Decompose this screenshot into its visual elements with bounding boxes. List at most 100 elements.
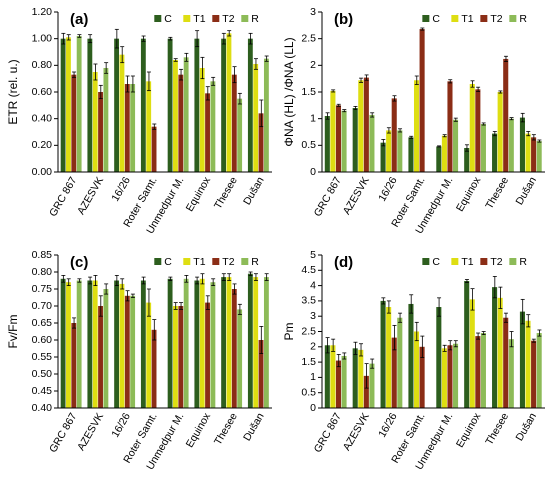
bar xyxy=(221,277,227,408)
bar xyxy=(140,280,146,408)
bar xyxy=(253,277,259,408)
panel-label: (c) xyxy=(70,254,88,271)
y-tick-label: 1.5 xyxy=(301,356,316,368)
bar xyxy=(114,280,120,408)
bar xyxy=(352,108,358,172)
y-tick-label: 0.75 xyxy=(32,283,53,295)
legend-label: R xyxy=(251,256,259,268)
bar xyxy=(66,37,71,173)
y-tick-label: 2 xyxy=(310,341,316,353)
y-tick-label: 0.5 xyxy=(301,139,316,151)
bar xyxy=(205,93,210,172)
bar xyxy=(60,278,66,408)
x-tick-label: GRC 867 xyxy=(47,411,79,455)
bar xyxy=(464,148,470,172)
legend-swatch xyxy=(154,258,162,265)
bar xyxy=(183,278,189,408)
bar xyxy=(386,130,392,172)
bar xyxy=(205,302,210,408)
bar xyxy=(363,375,369,408)
bar xyxy=(98,306,103,408)
y-tick-label: 0.40 xyxy=(32,402,53,414)
x-tick-label: Equinox xyxy=(184,174,214,214)
bar xyxy=(210,81,216,172)
bar xyxy=(380,142,386,172)
bar xyxy=(408,137,414,172)
x-tick-label: AZESVK xyxy=(341,175,372,217)
y-tick-label: 0.20 xyxy=(32,139,53,151)
bar xyxy=(103,68,109,172)
bar xyxy=(419,346,425,408)
bar xyxy=(335,105,342,172)
panel-label: (d) xyxy=(334,254,353,271)
x-tick-label: Equinox xyxy=(454,410,484,450)
legend-label: C xyxy=(432,13,440,25)
bar xyxy=(199,68,205,172)
bar xyxy=(178,306,184,408)
bar xyxy=(119,283,125,408)
bar xyxy=(173,306,178,408)
legend-swatch xyxy=(241,258,249,265)
bar xyxy=(226,277,232,408)
x-tick-label: Dušan xyxy=(513,175,539,207)
bar xyxy=(453,343,459,408)
bar xyxy=(363,77,369,172)
legend-swatch xyxy=(480,258,488,265)
bar xyxy=(253,64,259,172)
bar xyxy=(87,38,93,172)
bar xyxy=(497,297,503,408)
bar xyxy=(475,336,481,408)
legend-swatch xyxy=(451,15,459,22)
y-tick-label: 2.5 xyxy=(301,32,316,44)
bar xyxy=(324,116,330,172)
bar xyxy=(408,303,414,408)
bar xyxy=(210,282,216,408)
bar xyxy=(140,38,146,172)
x-tick-label: AZESVK xyxy=(75,411,106,453)
bar xyxy=(71,74,77,172)
bar xyxy=(330,345,336,408)
bar xyxy=(199,278,205,408)
bar xyxy=(194,280,200,408)
bar xyxy=(258,113,264,172)
bar xyxy=(71,323,77,408)
bar xyxy=(497,92,503,172)
bar xyxy=(341,355,347,408)
bar xyxy=(480,333,486,408)
legend-swatch xyxy=(509,258,517,265)
y-tick-label: 3.5 xyxy=(301,295,316,307)
y-tick-label: 1.5 xyxy=(301,86,316,98)
bar xyxy=(480,124,486,172)
bar xyxy=(124,84,130,172)
x-tick-label: Thesee xyxy=(483,411,511,447)
y-tick-label: 0 xyxy=(310,166,316,178)
y-tick-label: 3 xyxy=(310,310,316,322)
bar xyxy=(441,348,447,408)
bar xyxy=(503,58,509,172)
legend-label: C xyxy=(164,13,172,25)
y-tick-label: 0.60 xyxy=(32,334,53,346)
x-tick-label: Dušan xyxy=(241,411,267,443)
legend-label: T2 xyxy=(222,13,234,25)
bar xyxy=(178,74,184,172)
y-tick-label: 0 xyxy=(310,402,316,414)
legend-swatch xyxy=(451,258,459,265)
bar xyxy=(151,329,157,408)
bar xyxy=(397,317,403,408)
bar xyxy=(358,80,364,172)
legend-label: T2 xyxy=(490,13,502,25)
bar xyxy=(391,337,397,408)
legend-label: C xyxy=(432,256,440,268)
bar xyxy=(119,54,125,172)
bar xyxy=(167,278,173,408)
x-tick-label: Thesee xyxy=(212,411,240,447)
y-tick-label: 0.80 xyxy=(32,59,53,71)
bar xyxy=(469,84,475,172)
bar xyxy=(531,340,537,408)
bar xyxy=(237,309,243,408)
legend-swatch xyxy=(480,15,488,22)
bar xyxy=(436,146,442,172)
legend-swatch xyxy=(154,15,162,22)
bar xyxy=(247,38,253,172)
bar xyxy=(464,281,470,408)
